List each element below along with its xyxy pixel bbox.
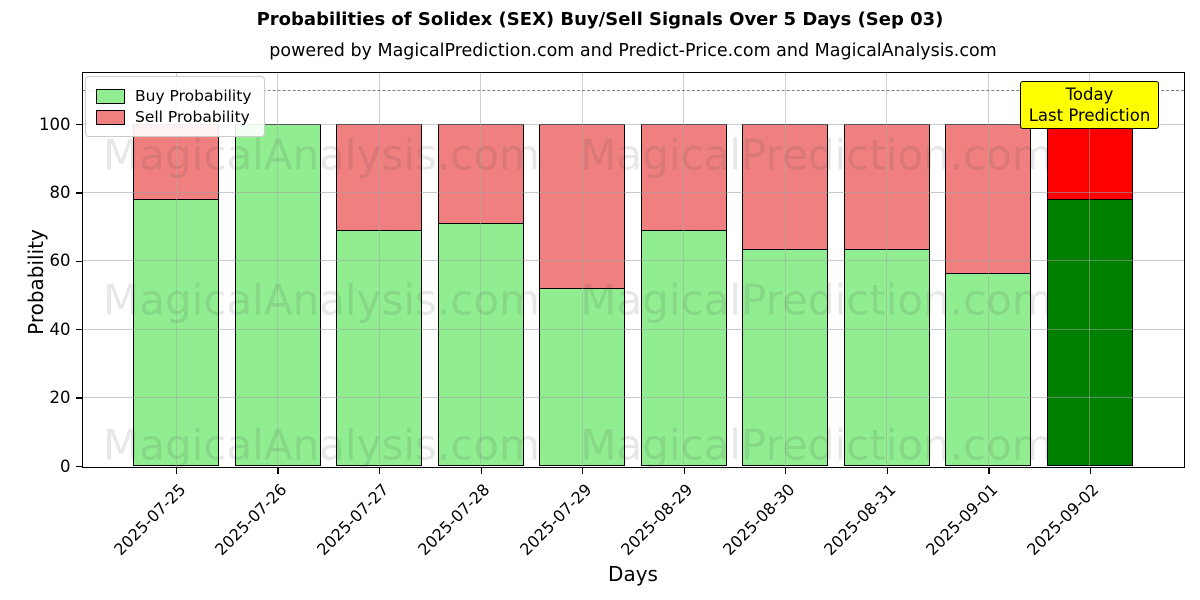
x-tick-label: 2025-07-28 bbox=[414, 479, 494, 560]
x-tick-label: 2025-07-27 bbox=[312, 479, 393, 560]
x-tick-mark bbox=[683, 468, 685, 474]
x-gridline bbox=[175, 73, 177, 467]
today-annotation-line1: Today bbox=[1065, 85, 1114, 104]
x-tick-mark bbox=[378, 468, 381, 474]
y-tick-mark bbox=[76, 124, 82, 126]
y-gridline bbox=[83, 260, 1184, 262]
legend-item-buy: Buy Probability bbox=[96, 87, 252, 105]
legend: Buy Probability Sell Probability bbox=[85, 76, 265, 137]
plot-area: MagicalAnalysis.comMagicalPrediction.com… bbox=[82, 72, 1185, 469]
today-annotation-line2: Last Prediction bbox=[1028, 106, 1151, 125]
x-gridline bbox=[480, 73, 482, 467]
x-axis-label: Days bbox=[608, 562, 658, 586]
x-gridline bbox=[1089, 73, 1091, 467]
x-tick-label: 2025-09-01 bbox=[922, 479, 1002, 560]
x-tick-label: 2025-07-29 bbox=[515, 479, 596, 560]
chart-title: Probabilities of Solidex (SEX) Buy/Sell … bbox=[256, 9, 944, 30]
y-gridline bbox=[83, 123, 1184, 125]
buy-swatch bbox=[96, 88, 125, 104]
today-annotation-box: Today Last Prediction bbox=[1020, 81, 1159, 129]
y-tick-label: 0 bbox=[60, 456, 71, 476]
threshold-dashed-line bbox=[83, 90, 1184, 92]
y-tick-label: 20 bbox=[49, 388, 71, 408]
x-gridline bbox=[581, 73, 583, 467]
y-axis-label: Probability bbox=[24, 229, 48, 335]
y-gridline bbox=[83, 397, 1184, 399]
y-tick-mark bbox=[76, 192, 82, 194]
legend-item-sell: Sell Probability bbox=[96, 108, 252, 126]
x-tick-label: 2025-08-30 bbox=[718, 479, 799, 560]
x-tick-mark bbox=[886, 468, 888, 474]
y-tick-mark bbox=[76, 465, 82, 468]
y-tick-label: 60 bbox=[49, 251, 71, 271]
y-tick-label: 100 bbox=[39, 114, 71, 134]
x-gridline bbox=[378, 73, 380, 467]
x-gridline bbox=[784, 73, 786, 467]
x-gridline bbox=[886, 73, 888, 467]
legend-label-buy: Buy Probability bbox=[135, 87, 252, 105]
x-tick-mark bbox=[785, 468, 787, 474]
y-tick-label: 40 bbox=[49, 319, 71, 339]
x-tick-mark bbox=[1089, 468, 1092, 474]
x-tick-label: 2025-08-29 bbox=[617, 479, 697, 560]
y-gridline bbox=[83, 328, 1184, 330]
x-gridline bbox=[987, 73, 989, 467]
y-tick-mark bbox=[76, 260, 82, 263]
x-tick-label: 2025-07-26 bbox=[211, 479, 291, 560]
x-tick-label: 2025-08-31 bbox=[820, 479, 900, 560]
y-gridline bbox=[83, 192, 1184, 194]
x-gridline bbox=[683, 73, 685, 467]
x-tick-label: 2025-09-02 bbox=[1023, 479, 1103, 560]
x-gridline bbox=[277, 73, 279, 467]
x-tick-mark bbox=[582, 468, 584, 474]
x-tick-mark bbox=[480, 468, 482, 474]
x-tick-label: 2025-07-25 bbox=[109, 479, 190, 560]
legend-label-sell: Sell Probability bbox=[135, 108, 250, 126]
x-tick-mark bbox=[988, 468, 990, 474]
y-tick-label: 80 bbox=[49, 183, 71, 203]
x-tick-mark bbox=[277, 468, 279, 474]
x-tick-mark bbox=[175, 468, 178, 474]
y-tick-mark bbox=[76, 397, 82, 399]
y-tick-mark bbox=[76, 329, 82, 331]
sell-swatch bbox=[96, 109, 125, 125]
chart-subtitle: powered by MagicalPrediction.com and Pre… bbox=[269, 41, 997, 61]
